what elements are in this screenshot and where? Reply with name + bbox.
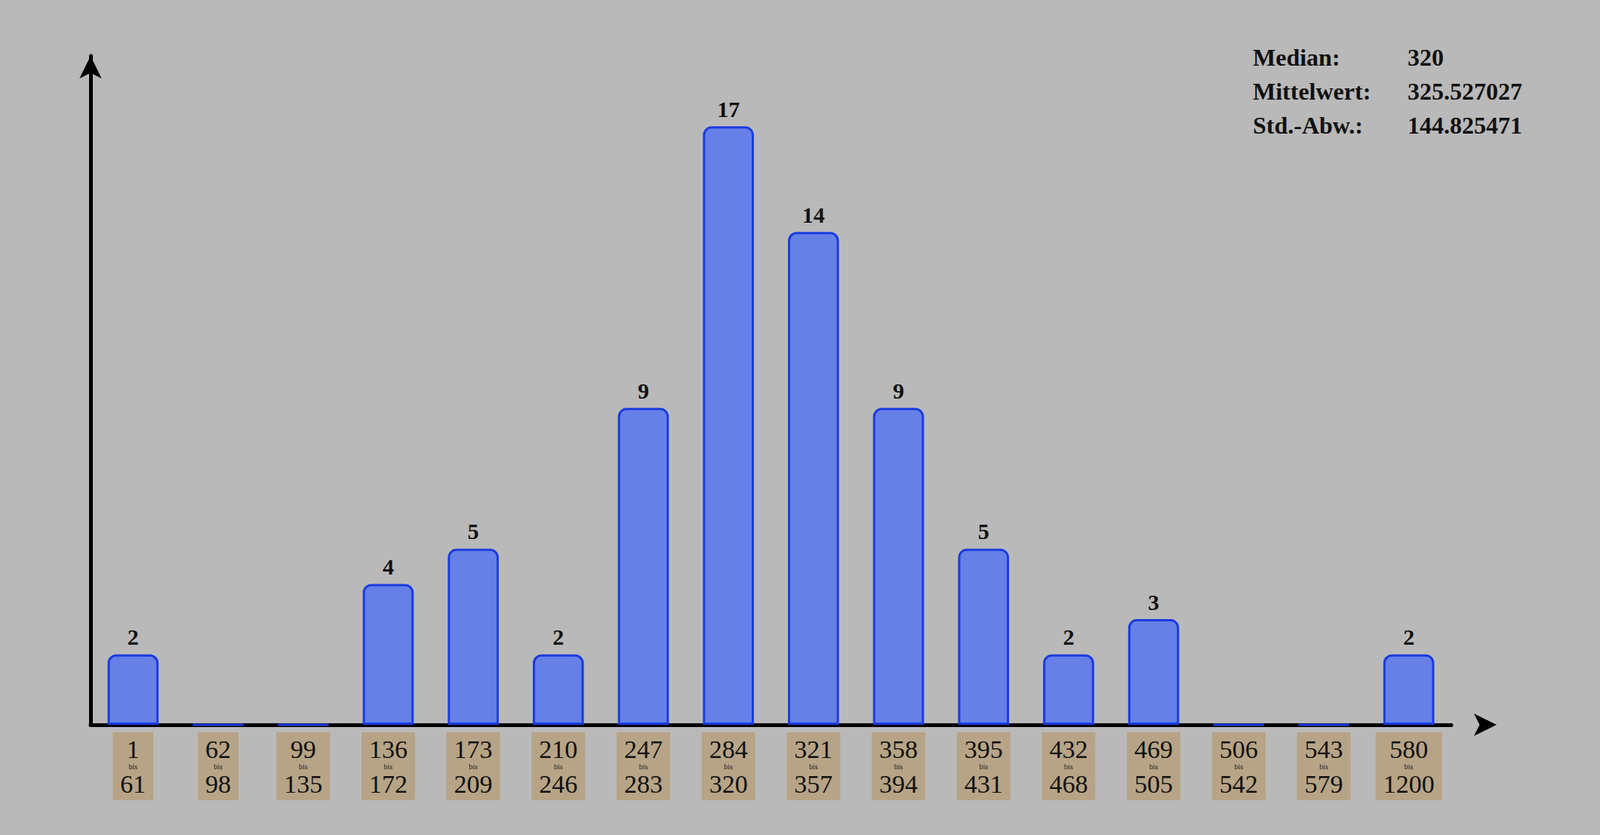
svg-text:1: 1 [126,735,140,764]
svg-text:9: 9 [637,378,650,404]
svg-text:358: 358 [879,735,918,764]
svg-text:320: 320 [1407,43,1444,71]
svg-text:Mittelwert:: Mittelwert: [1252,77,1371,105]
svg-text:bis: bis [1319,761,1329,771]
svg-text:431: 431 [964,769,1004,798]
svg-text:506: 506 [1219,735,1259,764]
svg-text:bis: bis [809,761,818,771]
svg-text:580: 580 [1389,735,1428,764]
svg-text:bis: bis [724,761,733,771]
svg-text:5: 5 [467,518,480,544]
svg-text:2: 2 [1403,624,1415,650]
svg-text:bis: bis [213,761,223,771]
svg-text:5: 5 [978,518,990,544]
svg-text:98: 98 [205,769,231,798]
svg-text:bis: bis [1234,761,1244,771]
svg-text:17: 17 [716,96,740,122]
svg-text:325.527027: 325.527027 [1407,77,1523,105]
svg-text:432: 432 [1049,735,1088,764]
svg-text:320: 320 [709,769,748,798]
svg-text:bis: bis [1404,761,1414,771]
svg-text:99: 99 [290,735,317,764]
svg-text:469: 469 [1134,735,1173,764]
svg-text:bis: bis [468,761,478,771]
svg-text:2: 2 [1062,624,1074,650]
svg-text:bis: bis [979,761,988,771]
svg-text:bis: bis [383,761,393,771]
svg-text:284: 284 [709,735,748,764]
svg-text:61: 61 [120,769,146,798]
svg-text:579: 579 [1304,769,1343,798]
svg-text:1200: 1200 [1383,769,1435,798]
svg-text:135: 135 [283,769,323,798]
svg-text:394: 394 [879,769,918,798]
svg-text:283: 283 [624,769,663,798]
svg-text:2: 2 [552,624,564,650]
svg-text:3: 3 [1147,589,1160,615]
svg-text:505: 505 [1134,769,1173,798]
svg-text:bis: bis [128,761,138,771]
svg-text:542: 542 [1219,769,1259,798]
svg-text:543: 543 [1304,735,1343,764]
svg-text:bis: bis [894,761,903,771]
svg-text:173: 173 [454,735,493,764]
svg-text:bis: bis [1149,761,1159,771]
svg-text:209: 209 [454,769,493,798]
svg-text:9: 9 [892,378,905,404]
svg-text:321: 321 [793,735,833,764]
svg-text:bis: bis [638,761,648,771]
svg-text:Median:: Median: [1252,43,1341,71]
svg-text:395: 395 [964,735,1004,764]
svg-text:247: 247 [624,735,663,764]
svg-text:bis: bis [553,761,563,771]
svg-text:14: 14 [802,202,825,228]
svg-text:136: 136 [369,735,408,764]
svg-text:144.825471: 144.825471 [1407,111,1523,139]
svg-text:2: 2 [127,624,139,650]
svg-text:246: 246 [538,769,578,798]
svg-text:Std.-Abw.:: Std.-Abw.: [1252,111,1364,139]
svg-text:4: 4 [382,553,394,579]
svg-text:357: 357 [793,769,833,798]
svg-text:468: 468 [1049,769,1088,798]
svg-text:210: 210 [538,735,578,764]
svg-text:bis: bis [298,761,308,771]
svg-text:62: 62 [205,735,231,764]
svg-text:172: 172 [369,769,408,798]
svg-text:bis: bis [1064,761,1073,771]
